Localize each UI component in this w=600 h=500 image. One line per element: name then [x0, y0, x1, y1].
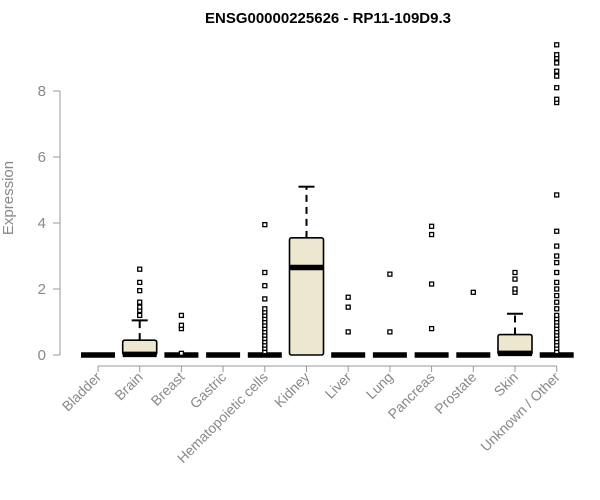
- outlier-point: [470, 289, 476, 295]
- x-tick-label: Kidney: [271, 369, 313, 411]
- outlier-point: [428, 281, 435, 287]
- x-tick-label: Bladder: [59, 369, 105, 415]
- outlier-point: [262, 306, 268, 312]
- outlier-point: [554, 73, 560, 79]
- outlier-point: [428, 231, 435, 238]
- outlier-point: [137, 304, 143, 310]
- outlier-point: [554, 253, 560, 259]
- box-group: [331, 294, 366, 358]
- box-group: [456, 289, 491, 358]
- outlier-point: [137, 266, 143, 272]
- outlier-point: [387, 329, 393, 335]
- y-tick-label: 0: [38, 347, 46, 364]
- outlier-point: [554, 292, 560, 299]
- outlier-point: [554, 299, 560, 305]
- outlier-point: [178, 322, 185, 328]
- outlier-point: [178, 350, 185, 357]
- outlier-point: [137, 279, 143, 286]
- outlier-point: [345, 329, 351, 335]
- box-iqr: [288, 237, 325, 356]
- y-axis: 0 2 4 6 8: [38, 83, 61, 364]
- outlier-point: [262, 221, 268, 228]
- outlier-point: [262, 269, 268, 276]
- x-tick-label: Lung: [363, 369, 396, 402]
- box-group: [497, 269, 533, 357]
- box-group: [288, 185, 325, 356]
- x-tick-label: Unknown / Other: [477, 369, 563, 455]
- x-tick-label: Skin: [491, 369, 522, 400]
- y-tick-label: 4: [38, 215, 46, 232]
- outlier-point: [345, 294, 351, 300]
- outlier-point: [554, 306, 560, 312]
- box-group: [414, 223, 449, 358]
- outlier-point: [554, 286, 560, 292]
- x-tick-label: Brain: [111, 369, 145, 403]
- y-tick-label: 2: [38, 281, 46, 298]
- outlier-point: [554, 42, 560, 48]
- outlier-point: [262, 283, 268, 289]
- outlier-point: [428, 325, 435, 332]
- outlier-point: [554, 60, 560, 66]
- x-tick-label: Breast: [148, 369, 188, 409]
- outlier-point: [554, 192, 560, 198]
- outlier-point: [137, 299, 143, 305]
- outlier-point: [554, 68, 560, 74]
- outlier-point: [554, 52, 560, 58]
- y-tick-label: 8: [38, 83, 46, 100]
- outlier-point: [178, 312, 185, 319]
- x-tick-label: Liver: [322, 369, 355, 402]
- outlier-point: [554, 243, 560, 249]
- x-tick-label: Prostate: [431, 369, 479, 417]
- outlier-point: [428, 223, 435, 229]
- outlier-point: [554, 228, 560, 234]
- box-group: [247, 221, 282, 358]
- outlier-point: [512, 269, 518, 276]
- outlier-point: [554, 279, 560, 286]
- chart-title: ENSG00000225626 - RP11-109D9.3: [205, 10, 451, 27]
- outlier-point: [387, 271, 393, 277]
- outlier-point: [345, 304, 351, 310]
- y-tick-label: 6: [38, 149, 46, 166]
- boxes-layer: [81, 42, 574, 358]
- y-axis-label: Expression: [0, 161, 17, 235]
- box-group: [372, 271, 407, 358]
- outlier-point: [512, 286, 518, 292]
- outlier-point: [554, 85, 560, 91]
- outlier-point: [554, 312, 560, 319]
- outlier-point: [262, 296, 268, 302]
- outlier-point: [554, 96, 560, 102]
- outlier-point: [554, 259, 560, 266]
- outlier-point: [554, 269, 560, 276]
- outlier-point: [137, 287, 143, 294]
- box-group: [164, 312, 199, 358]
- box-group: [121, 266, 158, 358]
- box-group: [539, 42, 574, 358]
- outlier-point: [137, 312, 143, 319]
- outlier-point: [512, 276, 518, 282]
